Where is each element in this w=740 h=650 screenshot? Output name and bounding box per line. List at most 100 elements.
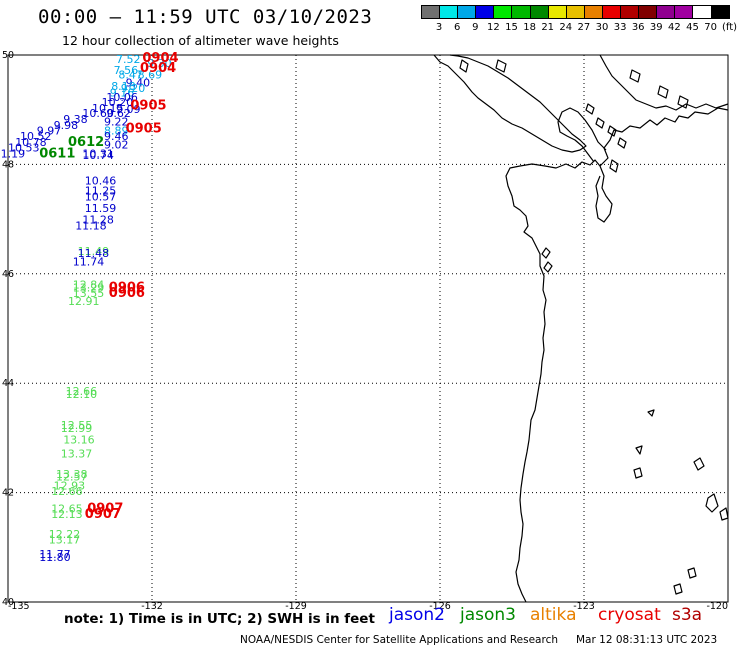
longitude-label: -120 [706,601,728,612]
wave-height-label: 9.38 [63,113,87,126]
wave-height-label: 9.40 [126,77,151,90]
wave-height-label: 9.62 [106,107,130,120]
wave-height-label: 8.89 [104,124,129,137]
wave-height-label: 11.77 [39,548,70,561]
wave-height-label: 13.17 [49,533,81,546]
pass-time-label: 0904 [142,51,178,66]
colorbar-tick-label: 33 [613,22,627,33]
credit-text: NOAA/NESDIS Center for Satellite Applica… [240,634,558,646]
wave-height-label: 13.37 [61,448,93,461]
wave-height-label: 10.46 [85,175,117,188]
us-west-coastline [505,107,729,603]
pass-time-label: 0905 [130,99,166,114]
longitude-label: -123 [573,601,595,612]
wave-height-label: 12.99 [61,422,93,435]
wave-height-label: 8.47 [118,69,142,82]
wave-height-label: 11.25 [85,184,117,197]
colorbar-unit: (ft) [722,22,738,33]
legend-entry-jason3: jason3 [460,605,516,625]
colorbar-tick-label: 27 [577,22,591,33]
wave-height-label: 12.66 [66,385,98,398]
pass-time-label: 0907 [87,501,123,516]
pass-time-label: 0904 [140,61,176,76]
colorbar-tick-label: 3 [435,22,443,33]
salish-sea-shore [557,107,613,223]
pass-time-label: 0906 [109,280,145,295]
wave-height-label: 10.31 [82,147,114,160]
wave-height-label: 12.91 [68,295,100,308]
latitude-label: 48 [2,159,14,170]
wave-height-label: 12.22 [49,528,81,541]
pass-time-label: 0907 [85,507,121,522]
wave-height-label: 12.65 [51,502,82,515]
wave-height-labels: 7.52 9.30 7.568.478.699.408.189.209.1610.0… [0,53,172,564]
wave-height-label: 9.09 [116,103,141,116]
pass-time-label: 0906 [109,286,145,301]
wave-height-label: 13.55 [73,287,105,300]
legend-entry-cryosat: cryosat [598,605,661,625]
wave-height-label: 11.48 [78,247,110,260]
colorbar-tick-label: 30 [595,22,609,33]
colorbar-tick-label: 39 [649,22,663,33]
gulf-islands [585,103,627,173]
pass-time-label: 0611 [39,146,75,161]
wave-height-label: 8.69 [138,69,163,82]
wave-height-label: 11.59 [85,202,117,215]
colorbar-cell [710,5,730,19]
latitude-label: 42 [2,488,14,499]
legend-entry-s3a: s3a [672,605,703,625]
pass-time-label: 0612 [68,135,104,150]
northern-islands [459,59,689,109]
longitude-label: -135 [8,601,30,612]
latitude-label: 50 [2,50,14,61]
wave-height-label: 12.93 [54,479,86,492]
colorbar-tick-label: 15 [505,22,518,33]
wave-height-label: 11.28 [82,213,114,226]
latitude-label: 46 [2,269,14,280]
wave-height-label: 11.19 [0,147,25,160]
colorbar-tick-label: 6 [454,22,461,33]
colorbar-tick-label: 70 [704,22,717,33]
wave-height-label: 12.84 [73,279,105,292]
wave-height-label: 12.57 [56,471,88,484]
wave-height-label: 7.52 [116,53,141,66]
inland-lakes [541,247,729,595]
generated-time: Mar 12 08:31:13 UTC 2023 [576,634,718,646]
legend-entry-altika: altika [530,605,577,625]
latitude-label: 44 [2,378,14,389]
wave-height-label: 13.29 [73,281,105,294]
bc-mainland-shore [599,54,729,111]
wave-height-label: 11.18 [75,219,107,232]
wave-height-label: 9.98 [54,119,79,132]
wave-height-label: 9.46 [104,130,129,143]
wave-height-label: 10.15 [92,102,124,115]
footer-note: note: 1) Time is in UTC; 2) SWH is in fe… [64,611,375,627]
colorbar-tick-label: 24 [559,22,573,33]
wave-height-label: 10.06 [106,91,137,104]
wave-height-label: 13.38 [56,468,88,481]
wave-height-label: 7.56 [114,64,139,77]
colorbar-tick-label: 9 [472,22,479,33]
wave-height-label: 9.97 [37,124,62,137]
longitude-label: -129 [285,601,307,612]
wave-height-label: 11.49 [78,245,110,258]
colorbar-tick-label: 12 [487,22,500,33]
vancouver-island-shore [433,54,587,153]
wave-height-label: 10.53 [8,141,40,154]
wave-height-label: 10.60 [82,107,114,120]
wave-height-label: 12.13 [51,508,82,521]
colorbar-cells [421,5,730,19]
wave-height-label: 10.74 [82,149,114,162]
wave-height-label: 12.55 [61,419,93,432]
wave-height-colorbar: 3 6 9 12 15 18 21 24 27 30 33 36 39 42 45 70 (ft) [421,5,737,33]
wave-height-label: 12.66 [51,485,82,498]
map-title: 00:00 — 11:59 UTC 03/10/2023 [38,6,373,28]
wave-height-label: 9.30 [147,57,172,70]
longitude-label: -126 [429,601,451,612]
map-frame [7,54,729,603]
wave-height-label: 9.02 [104,139,129,152]
coastline [433,54,729,603]
wave-height-label: 9.20 [121,82,146,95]
